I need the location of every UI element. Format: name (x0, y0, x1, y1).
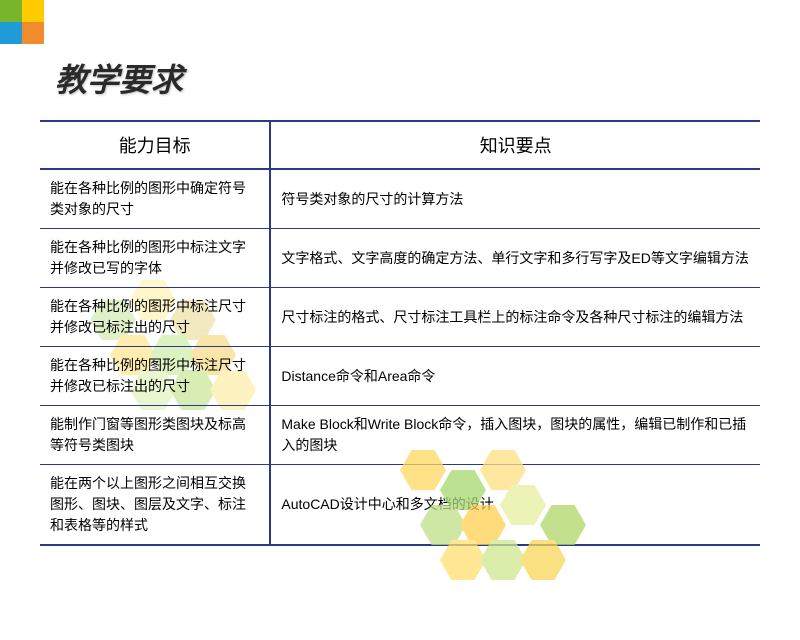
table-row: 能在各种比例的图形中标注尺寸并修改已标注出的尺寸Distance命令和Area命… (40, 347, 760, 406)
table-row: 能在各种比例的图形中标注文字并修改已写的字体文字格式、文字高度的确定方法、单行文… (40, 229, 760, 288)
hexagon-icon (460, 505, 506, 545)
ability-cell: 能制作门窗等图形类图块及标高等符号类图块 (40, 406, 270, 465)
ability-cell: 能在各种比例的图形中标注文字并修改已写的字体 (40, 229, 270, 288)
page-title: 教学要求 (55, 55, 183, 101)
knowledge-cell: Distance命令和Area命令 (270, 347, 760, 406)
table-row: 能在各种比例的图形中标注尺寸并修改已标注出的尺寸尺寸标注的格式、尺寸标注工具栏上… (40, 288, 760, 347)
hexagon-icon (480, 450, 526, 490)
deco-square (0, 22, 22, 44)
hexagon-icon (540, 505, 586, 545)
ability-cell: 能在两个以上图形之间相互交换图形、图块、图层及文字、标注和表格等的样式 (40, 465, 270, 546)
hexagon-cluster-right (360, 440, 620, 640)
deco-square (22, 0, 44, 22)
hexagon-icon (440, 540, 486, 580)
corner-decoration (0, 0, 44, 44)
knowledge-cell: 文字格式、文字高度的确定方法、单行文字和多行写字及ED等文字编辑方法 (270, 229, 760, 288)
ability-cell: 能在各种比例的图形中标注尺寸并修改已标注出的尺寸 (40, 347, 270, 406)
table-header-knowledge: 知识要点 (270, 121, 760, 169)
ability-cell: 能在各种比例的图形中标注尺寸并修改已标注出的尺寸 (40, 288, 270, 347)
table-row: 能在各种比例的图形中确定符号类对象的尺寸符号类对象的尺寸的计算方法 (40, 169, 760, 229)
deco-square (22, 22, 44, 44)
table-header-ability: 能力目标 (40, 121, 270, 169)
hexagon-icon (480, 540, 526, 580)
knowledge-cell: 符号类对象的尺寸的计算方法 (270, 169, 760, 229)
knowledge-cell: 尺寸标注的格式、尺寸标注工具栏上的标注命令及各种尺寸标注的编辑方法 (270, 288, 760, 347)
hexagon-icon (520, 540, 566, 580)
deco-square (0, 0, 22, 22)
hexagon-icon (420, 505, 466, 545)
ability-cell: 能在各种比例的图形中确定符号类对象的尺寸 (40, 169, 270, 229)
hexagon-icon (400, 450, 446, 490)
hexagon-icon (440, 470, 486, 510)
hexagon-icon (500, 485, 546, 525)
